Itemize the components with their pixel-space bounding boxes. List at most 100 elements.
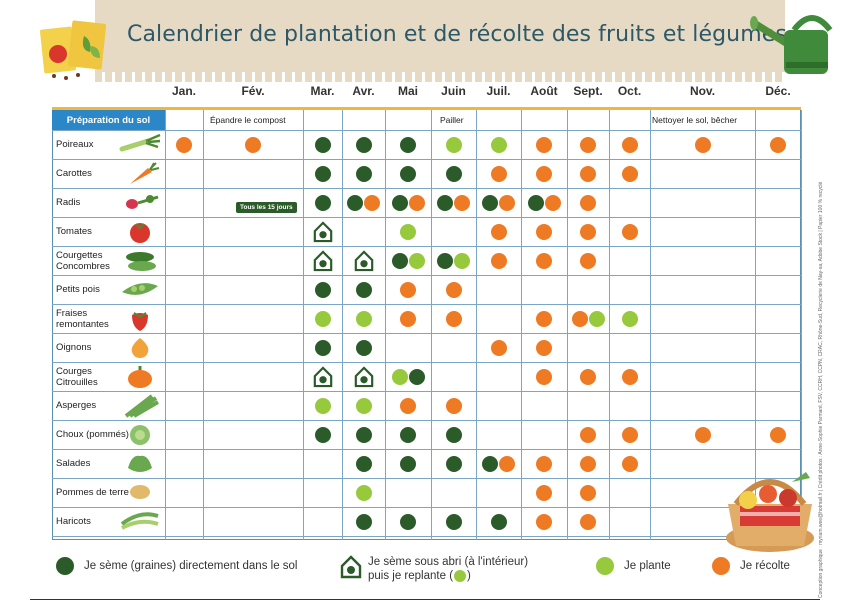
grid-hline — [52, 130, 801, 131]
legend-plante: Je plante — [596, 557, 671, 575]
sow-dot — [482, 455, 498, 472]
sow-dot — [314, 339, 331, 356]
harvest-dot — [490, 223, 507, 240]
month-7: Juil. — [486, 84, 511, 98]
row-label-text: Carottes — [56, 168, 92, 179]
prep-note-nettoyer: Nettoyer le sol, bêcher — [652, 115, 738, 125]
row-label: Pommes de terre — [56, 478, 129, 507]
grid-hline — [52, 449, 801, 450]
plant-dot — [408, 252, 425, 269]
harvest-dot — [536, 223, 552, 240]
row-label: Poireaux — [56, 130, 94, 159]
peas-icon — [118, 278, 162, 305]
legend-recolte: Je récolte — [712, 557, 790, 575]
lettuce-icon — [118, 452, 162, 481]
grid-hline — [52, 507, 801, 508]
watering-can-illustration — [750, 15, 833, 74]
plant-dot — [588, 310, 605, 327]
sow-dot — [314, 136, 331, 153]
grid-vline — [650, 110, 651, 540]
shelter-house-icon — [313, 365, 332, 387]
prep-header-cell: Préparation du sol — [52, 110, 165, 130]
harvest-dot — [770, 136, 786, 153]
month-header-row: Jan. Fév. Mar. Avr. Mai Juin Juil. Août Sept. Oct… — [0, 84, 852, 102]
pumpkin-icon — [118, 365, 162, 394]
harvest-dot — [621, 426, 638, 443]
sow-dot — [445, 513, 462, 530]
harvest-dot — [445, 310, 462, 327]
grid-hline — [52, 246, 801, 247]
harvest-dot — [400, 397, 416, 414]
sow-dot — [408, 368, 425, 385]
harvest-dot — [490, 165, 507, 182]
harvest-dot — [571, 310, 588, 327]
sow-dot — [400, 455, 416, 472]
carrot-icon — [118, 162, 162, 191]
grid-vline — [303, 110, 304, 540]
harvest-dot — [499, 194, 515, 211]
row-label-text: Haricots — [56, 516, 91, 527]
plant-dot — [445, 136, 462, 153]
grid-vline — [476, 110, 477, 540]
harvest-dot — [536, 136, 552, 153]
legend-abri: Je sème sous abri (à l'intérieur) puis j… — [340, 555, 528, 583]
sow-dot — [391, 194, 408, 211]
grid-vline — [385, 110, 386, 540]
harvest-dot — [408, 194, 425, 211]
radish-icon — [118, 191, 162, 218]
harvest-dot — [536, 368, 552, 385]
harvest-dot — [176, 136, 192, 153]
shelter-house-icon — [313, 249, 332, 271]
harvest-dot — [536, 455, 552, 472]
harvest-dot — [445, 281, 462, 298]
sow-dot — [437, 194, 453, 211]
grid-hline — [52, 304, 801, 305]
row-label-text: Courgettes Concombres — [56, 249, 110, 272]
legend-recolte-dot — [712, 557, 730, 575]
potato-icon — [118, 481, 162, 508]
sow-dot — [400, 136, 416, 153]
leek-icon — [118, 133, 162, 160]
sow-dot — [400, 426, 416, 443]
grid-vline — [801, 110, 802, 540]
harvest-dot — [580, 455, 596, 472]
legend-plante-dot — [596, 557, 614, 575]
harvest-dot — [580, 252, 596, 269]
harvest-dot — [580, 165, 596, 182]
row-label-text: Asperges — [56, 400, 97, 411]
page-bottom-rule — [30, 599, 820, 600]
harvest-dot — [544, 194, 561, 211]
row-label: Salades — [56, 449, 90, 478]
row-label: Choux (pommés) — [56, 420, 129, 449]
legend-plante-label: Je plante — [624, 560, 671, 572]
harvest-dot — [621, 165, 638, 182]
plant-dot — [314, 310, 331, 327]
row-label-text: Radis — [56, 197, 81, 208]
harvest-dot — [580, 426, 596, 443]
row-label: Petits pois — [56, 275, 100, 304]
harvest-dot — [580, 136, 596, 153]
sow-dot — [482, 194, 498, 211]
sow-dot — [445, 455, 462, 472]
harvest-dot — [536, 252, 552, 269]
legend: Je sème (graines) directement dans le so… — [0, 555, 852, 595]
plant-dot — [314, 397, 331, 414]
harvest-basket-illustration — [726, 472, 814, 552]
month-3: Mar. — [310, 84, 335, 98]
harvest-dot — [580, 194, 596, 211]
grid-vline — [342, 110, 343, 540]
row-label-text: Courges Citrouilles — [56, 365, 98, 388]
plant-dot — [454, 252, 470, 269]
sow-dot — [355, 426, 372, 443]
month-12: Déc. — [765, 84, 791, 98]
harvest-dot — [490, 252, 507, 269]
grid-vline — [431, 110, 432, 540]
row-label-text: Pommes de terre — [56, 487, 129, 498]
header-accent-line — [52, 107, 801, 110]
onion-icon — [118, 336, 162, 365]
month-1: Jan. — [171, 84, 197, 98]
plant-dot — [490, 136, 507, 153]
row-label-text: Petits pois — [56, 284, 100, 295]
row-label: Courgettes Concombres — [56, 246, 110, 275]
month-8: Août — [530, 84, 558, 98]
